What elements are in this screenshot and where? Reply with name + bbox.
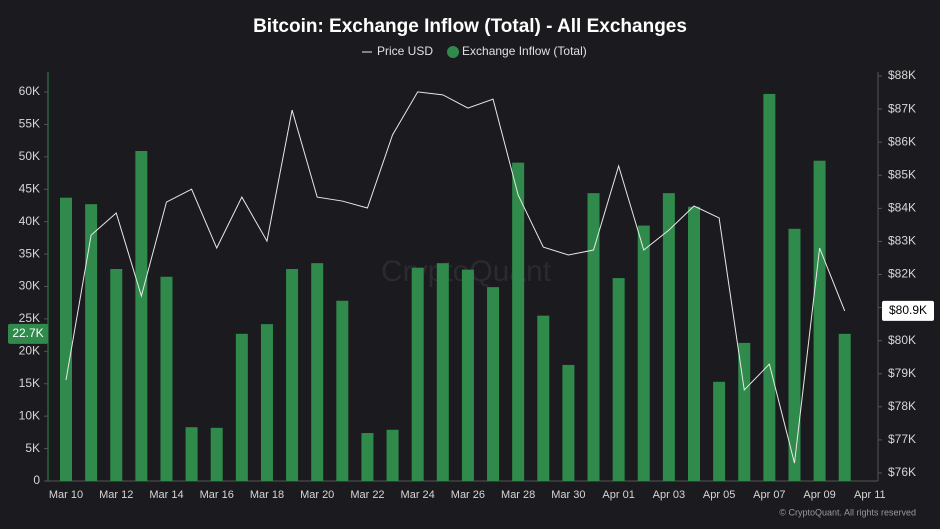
y2-tick-label: $82K: [888, 267, 916, 281]
bar: [110, 268, 123, 481]
bar: [713, 381, 726, 481]
value-badge: [882, 300, 934, 321]
y-tick-label: 10K: [19, 408, 40, 422]
bar: [60, 197, 72, 481]
y2-tick-label: $83K: [888, 234, 916, 248]
x-tick-label: Mar 26: [451, 489, 485, 501]
bar: [311, 263, 324, 481]
bar: [461, 269, 474, 481]
bar: [436, 263, 449, 481]
y2-tick-label: $78K: [888, 399, 916, 413]
bar: [838, 333, 851, 481]
y-tick-label: 5K: [25, 441, 40, 455]
x-tick-label: Mar 22: [350, 489, 384, 501]
footer: © CryptoQuant. All rights reserved: [779, 507, 916, 517]
x-tick-label: Apr 07: [753, 489, 785, 501]
bar: [286, 268, 299, 481]
y2-tick-label: $85K: [888, 167, 916, 181]
x-tick-label: Apr 05: [703, 489, 735, 501]
bar: [763, 93, 776, 481]
bar: [813, 160, 826, 481]
y-tick-label: 30K: [19, 279, 40, 293]
y-tick-label: 35K: [19, 246, 40, 260]
bar: [537, 315, 550, 481]
y2-tick-label: $86K: [888, 134, 916, 148]
x-tick-label: Mar 28: [501, 489, 535, 501]
bar: [235, 333, 248, 481]
x-tick-label: Apr 09: [803, 489, 835, 501]
bar: [662, 193, 675, 481]
y-tick-label: 20K: [19, 344, 40, 358]
x-tick-label: Mar 14: [149, 489, 183, 501]
bar: [185, 427, 198, 481]
y2-tick-label: $77K: [888, 432, 916, 446]
bar: [637, 225, 650, 481]
x-tick-label: Mar 16: [200, 489, 234, 501]
x-tick-label: Mar 18: [250, 489, 284, 501]
y-tick-label: 45K: [19, 181, 40, 195]
y-tick-label: 60K: [19, 84, 40, 98]
y2-tick-label: $88K: [888, 68, 916, 82]
bar: [411, 267, 424, 481]
bar: [587, 193, 600, 481]
y2-tick-label: $76K: [888, 465, 916, 479]
bar: [336, 300, 349, 481]
x-tick-label: Apr 03: [653, 489, 685, 501]
bar: [688, 206, 700, 481]
y-tick-label: 15K: [19, 376, 40, 390]
bar: [562, 364, 575, 481]
y-tick-label: 25K: [19, 311, 40, 325]
y-tick-label: 50K: [19, 149, 40, 163]
bar: [512, 162, 525, 481]
y-tick-label: 55K: [19, 117, 40, 131]
bar: [738, 342, 751, 481]
bar: [85, 204, 98, 481]
y2-tick-label: $84K: [888, 201, 916, 215]
x-tick-label: Apr 01: [602, 489, 634, 501]
x-tick-label: Apr 11: [854, 489, 886, 501]
bar: [788, 228, 801, 481]
x-tick-label: Mar 10: [49, 489, 83, 501]
legend-label: Price USD: [377, 44, 433, 58]
x-tick-label: Mar 30: [551, 489, 585, 501]
legend-swatch: [447, 46, 460, 58]
value-label: 22.7K: [12, 326, 43, 340]
legend-label: Exchange Inflow (Total): [462, 44, 587, 58]
bar: [160, 276, 173, 481]
y-tick-label: 0: [33, 473, 40, 487]
y2-tick-label: $79K: [888, 366, 916, 380]
price-line: [65, 91, 846, 464]
y2-tick-label: $87K: [888, 101, 916, 115]
bar: [487, 287, 500, 481]
value-label: $80.9K: [889, 303, 927, 317]
bar: [612, 278, 625, 481]
y2-tick-label: $80K: [888, 333, 916, 347]
x-tick-label: Mar 12: [99, 489, 133, 501]
bar: [210, 427, 223, 481]
x-tick-label: Mar 20: [300, 489, 334, 501]
bar: [386, 429, 399, 481]
bar: [361, 433, 374, 481]
chart-title: Bitcoin: Exchange Inflow (Total) - All E…: [253, 16, 687, 37]
bar: [135, 150, 148, 481]
y-tick-label: 40K: [19, 214, 40, 228]
x-tick-label: Mar 24: [401, 489, 435, 501]
bar: [260, 324, 273, 481]
value-badge: [8, 323, 48, 344]
